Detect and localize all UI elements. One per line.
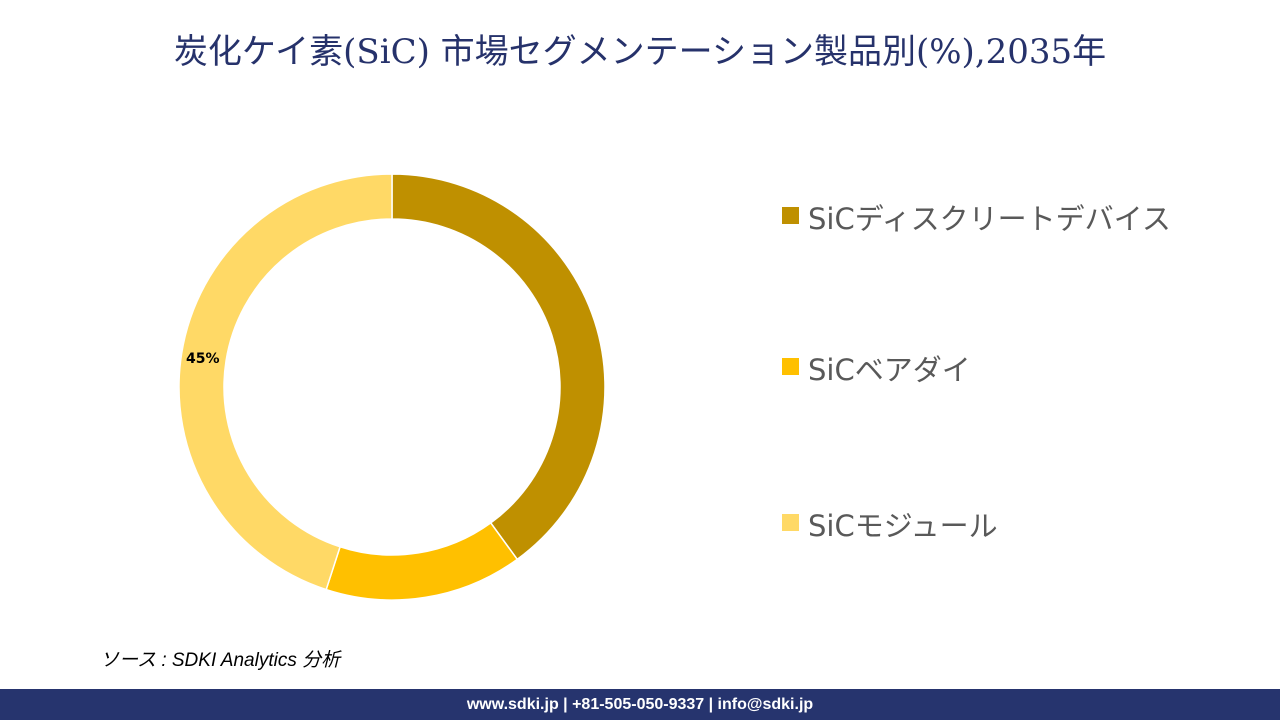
legend-swatch-bare-die [782,358,799,375]
legend-swatch-discrete [782,207,799,224]
donut-segment [325,521,519,601]
legend-item-module: SiCモジュール [782,499,1178,553]
legend-item-discrete: SiCディスクリートデバイス [782,192,1178,246]
page-title: 炭化ケイ素(SiC) 市場セグメンテーション製品別(%),2035年 [173,32,1107,72]
legend-label: SiCベアダイ [808,353,971,387]
legend-label: SiCモジュール [808,509,998,543]
legend-swatch-module [782,514,799,531]
donut-segment [178,173,393,591]
source-note: ソース : SDKI Analytics 分析 [100,650,341,671]
donut-segment [391,173,606,561]
donut-chart-svg: 45% [178,173,606,601]
data-label: 45% [186,351,220,367]
legend-item-bare-die: SiCベアダイ [782,343,1178,397]
footer-contact-bar: www.sdki.jp | +81-505-050-9337 | info@sd… [0,689,1280,720]
legend-label: SiCディスクリートデバイス [808,202,1171,236]
donut-chart: 45% [170,165,615,610]
